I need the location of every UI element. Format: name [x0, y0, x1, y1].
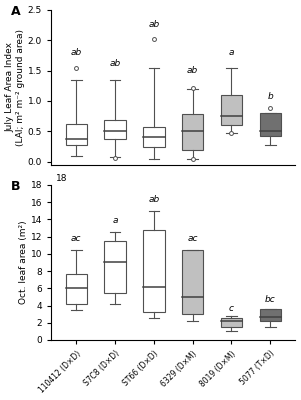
Y-axis label: July Leaf Area Index
(LAI; m² m⁻² ground area): July Leaf Area Index (LAI; m² m⁻² ground…: [5, 29, 25, 146]
Bar: [104, 120, 126, 139]
Text: ab: ab: [187, 66, 198, 76]
Bar: [259, 309, 281, 321]
Text: B: B: [11, 180, 20, 193]
Text: ab: ab: [71, 48, 82, 56]
Bar: [104, 241, 126, 293]
Bar: [66, 274, 87, 304]
Text: a: a: [229, 48, 234, 56]
Text: ab: ab: [110, 58, 121, 68]
Text: bc: bc: [265, 295, 276, 304]
Bar: [66, 124, 87, 145]
Text: b: b: [267, 92, 273, 101]
Bar: [182, 114, 203, 150]
Text: ac: ac: [188, 234, 198, 243]
Bar: [182, 250, 203, 314]
Text: ab: ab: [148, 195, 160, 204]
Bar: [143, 127, 165, 146]
Bar: [143, 230, 165, 312]
Bar: [221, 318, 242, 327]
Y-axis label: Oct. leaf area (m²): Oct. leaf area (m²): [19, 221, 28, 304]
Text: ab: ab: [148, 20, 160, 29]
Text: c: c: [229, 304, 234, 313]
Text: a: a: [112, 216, 118, 226]
Text: A: A: [11, 5, 20, 18]
Bar: [221, 95, 242, 125]
Text: ac: ac: [71, 234, 82, 243]
Text: 18: 18: [56, 174, 67, 183]
Bar: [259, 113, 281, 136]
